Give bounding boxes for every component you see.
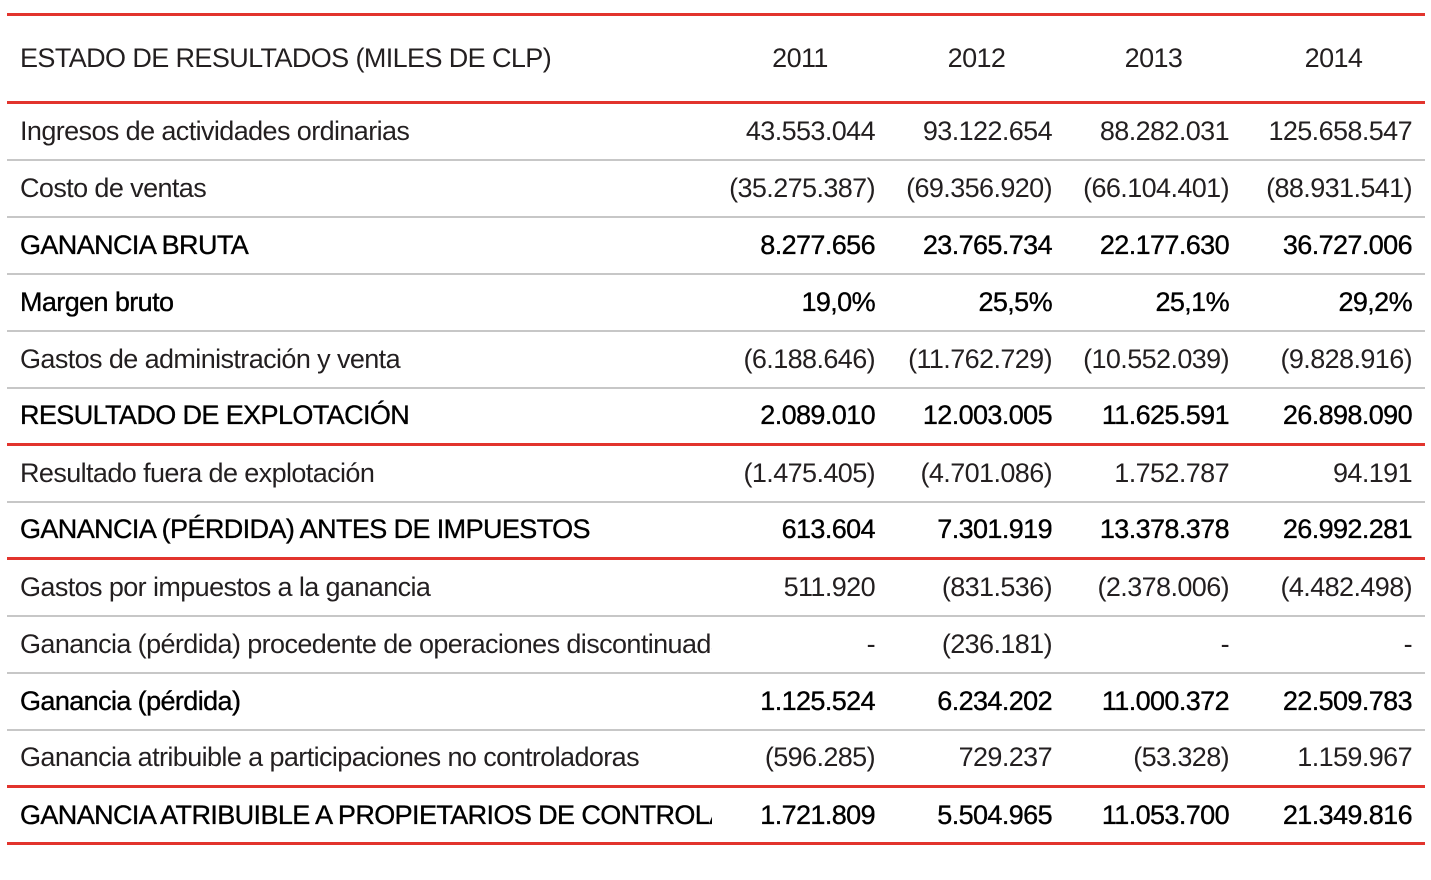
row-ganancia-perdida: Ganancia (pérdida) 1.125.524 6.234.202 1…	[7, 673, 1425, 730]
cell-2013: 22.177.630	[1099, 229, 1230, 260]
cell-2012: 5.504.965	[937, 799, 1053, 830]
cell-2013: (10.552.039)	[1083, 343, 1230, 374]
cell-2013: 88.282.031	[1099, 115, 1230, 146]
cell-2013: 25,1%	[1155, 286, 1230, 317]
row-resultado-fuera-explotacion: Resultado fuera de explotación (1.475.40…	[7, 445, 1425, 502]
cell-2011: 1.721.809	[760, 799, 876, 830]
cell-2012: (236.181)	[941, 628, 1053, 659]
row-gastos-impuestos: Gastos por impuestos a la ganancia 511.9…	[7, 559, 1425, 616]
cell-2012: (831.536)	[941, 571, 1053, 602]
cell-2011: (35.275.387)	[729, 172, 876, 203]
cell-2012: 93.122.654	[922, 115, 1053, 146]
table-header: ESTADO DE RESULTADOS (MILES DE CLP) 2011…	[7, 14, 1425, 103]
row-ingresos: Ingresos de actividades ordinarias 43.55…	[7, 103, 1425, 160]
cell-2011: 613.604	[781, 514, 875, 545]
row-resultado-explotacion: RESULTADO DE EXPLOTACIÓN 2.089.010 12.00…	[7, 388, 1425, 445]
cell-2014: 21.349.816	[1282, 799, 1413, 830]
header-row: ESTADO DE RESULTADOS (MILES DE CLP) 2011…	[7, 14, 1425, 103]
row-label: Ganancia (pérdida) procedente de operaci…	[20, 628, 712, 659]
cell-2011: 8.277.656	[760, 229, 876, 260]
cell-2011: (6.188.646)	[743, 343, 876, 374]
cell-2011: 19,0%	[801, 286, 876, 317]
income-statement-table-wrapper: ESTADO DE RESULTADOS (MILES DE CLP) 2011…	[7, 13, 1425, 845]
row-label: Ganancia atribuible a participaciones no…	[20, 742, 640, 773]
cell-2012: 12.003.005	[922, 400, 1053, 431]
row-label: GANANCIA BRUTA	[20, 229, 249, 260]
cell-2014: 26.898.090	[1282, 400, 1413, 431]
cell-2012: 23.765.734	[922, 229, 1053, 260]
year-header-2013: 2013	[1124, 43, 1183, 73]
cell-2014: 26.992.281	[1282, 514, 1413, 545]
cell-2012: (69.356.920)	[906, 172, 1053, 203]
cell-2013: 13.378.378	[1099, 514, 1230, 545]
table-title: ESTADO DE RESULTADOS (MILES DE CLP)	[20, 43, 552, 73]
cell-2013: (53.328)	[1133, 742, 1229, 773]
row-operaciones-discontinuadas: Ganancia (pérdida) procedente de operaci…	[7, 616, 1425, 673]
cell-2012: (11.762.729)	[908, 343, 1053, 374]
row-label: Ingresos de actividades ordinarias	[20, 115, 410, 146]
cell-2014: 29,2%	[1338, 286, 1413, 317]
cell-2012: 25,5%	[978, 286, 1053, 317]
cell-2012: 6.234.202	[937, 685, 1053, 716]
row-ganancia-antes-impuestos: GANANCIA (PÉRDIDA) ANTES DE IMPUESTOS 61…	[7, 502, 1425, 559]
cell-2014: 94.191	[1333, 457, 1413, 488]
cell-2014: 125.658.547	[1268, 115, 1412, 146]
row-label: GANANCIA ATRIBUIBLE A PROPIETARIOS DE CO…	[20, 799, 712, 830]
cell-2014: 1.159.967	[1297, 742, 1412, 773]
cell-2011: (596.285)	[764, 742, 876, 773]
row-ganancia-propietarios-controlador: GANANCIA ATRIBUIBLE A PROPIETARIOS DE CO…	[7, 787, 1425, 844]
row-label: Gastos por impuestos a la ganancia	[20, 571, 431, 602]
cell-2011: 43.553.044	[745, 115, 876, 146]
table-body: Ingresos de actividades ordinarias 43.55…	[7, 103, 1425, 844]
cell-2013: 11.625.591	[1101, 400, 1230, 431]
cell-2014: 22.509.783	[1282, 685, 1413, 716]
cell-2014: (4.482.498)	[1280, 571, 1413, 602]
cell-2014: (9.828.916)	[1280, 343, 1413, 374]
cell-2013: -	[1220, 628, 1230, 659]
cell-2013: 1.752.787	[1114, 457, 1229, 488]
row-margen-bruto: Margen bruto 19,0% 25,5% 25,1% 29,2%	[7, 274, 1425, 331]
row-label: RESULTADO DE EXPLOTACIÓN	[20, 400, 410, 431]
row-label: Ganancia (pérdida)	[20, 685, 241, 716]
year-header-2011: 2011	[772, 43, 828, 73]
row-label: Margen bruto	[20, 286, 174, 317]
cell-2012: 7.301.919	[937, 514, 1053, 545]
row-gastos-administracion: Gastos de administración y venta (6.188.…	[7, 331, 1425, 388]
cell-2014: -	[1403, 628, 1413, 659]
cell-2012: 729.237	[958, 742, 1053, 773]
row-label: Costo de ventas	[20, 172, 207, 203]
row-ganancia-bruta: GANANCIA BRUTA 8.277.656 23.765.734 22.1…	[7, 217, 1425, 274]
cell-2011: 2.089.010	[760, 400, 876, 431]
cell-2013: 11.000.372	[1101, 685, 1230, 716]
year-header-2012: 2012	[947, 43, 1006, 73]
cell-2013: (2.378.006)	[1097, 571, 1230, 602]
cell-2014: (88.931.541)	[1266, 172, 1413, 203]
row-label: Resultado fuera de explotación	[20, 457, 375, 488]
row-label: GANANCIA (PÉRDIDA) ANTES DE IMPUESTOS	[20, 514, 591, 545]
cell-2011: -	[866, 628, 876, 659]
row-label: Gastos de administración y venta	[20, 343, 401, 374]
cell-2011: 1.125.524	[760, 685, 876, 716]
cell-2014: 36.727.006	[1282, 229, 1413, 260]
cell-2012: (4.701.086)	[920, 457, 1053, 488]
cell-2013: 11.053.700	[1101, 799, 1230, 830]
cell-2011: (1.475.405)	[743, 457, 876, 488]
cell-2013: (66.104.401)	[1083, 172, 1230, 203]
cell-2011: 511.920	[783, 571, 876, 602]
year-header-2014: 2014	[1304, 43, 1363, 73]
income-statement-table: ESTADO DE RESULTADOS (MILES DE CLP) 2011…	[7, 13, 1425, 845]
row-costo-ventas: Costo de ventas (35.275.387) (69.356.920…	[7, 160, 1425, 217]
row-participaciones-no-controladoras: Ganancia atribuible a participaciones no…	[7, 730, 1425, 787]
